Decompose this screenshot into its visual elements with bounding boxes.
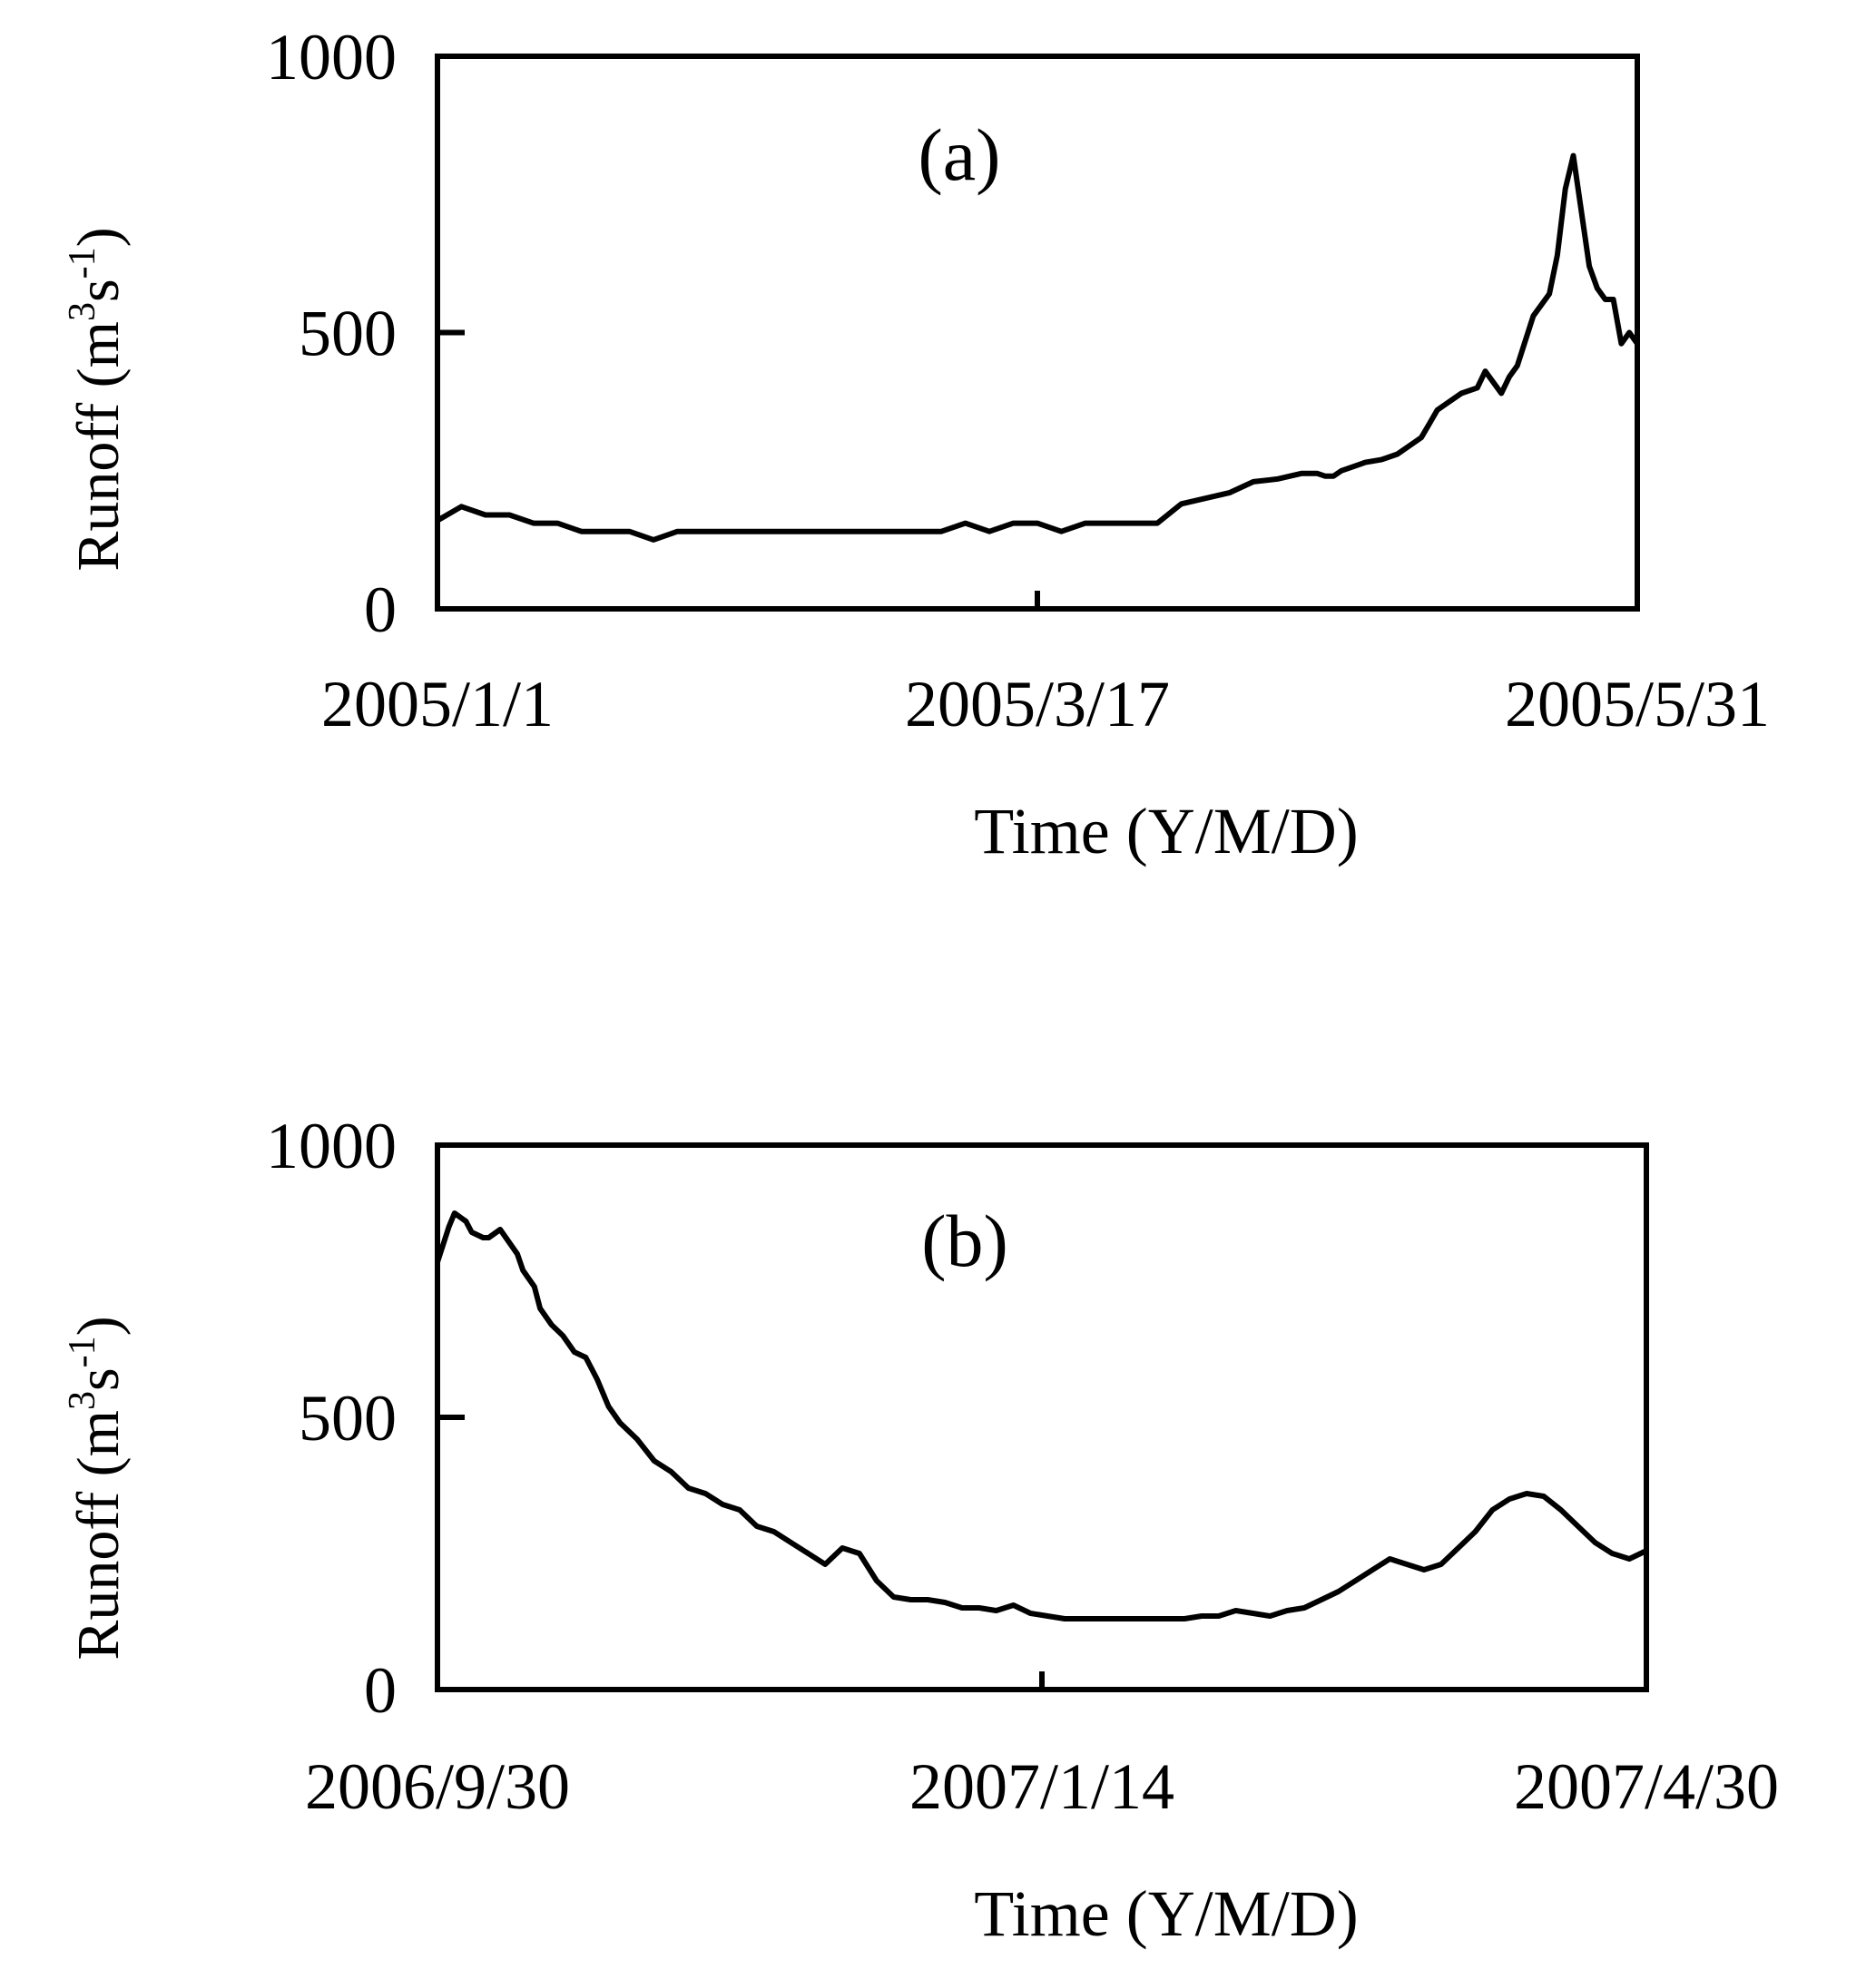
y-axis-label-b-sup2: -1 [62,1336,103,1367]
x-ticks-a: 2005/1/1 2005/3/17 2005/5/31 [321,591,1770,740]
x-tick-label-b-1: 2007/1/14 [909,1750,1174,1823]
y-ticks-b: 0 500 1000 [266,1110,465,1727]
y-tick-label-b-0: 0 [364,1654,397,1727]
y-axis-label-b-end: ) [65,1316,132,1336]
y-axis-label-a-sup1: 3 [62,302,103,321]
y-tick-label-a-1: 500 [299,298,397,370]
y-axis-label-b: Runoff (m3s-1) [62,1316,132,1660]
panel-label-a: (a) [918,113,1000,196]
y-tick-label-b-1: 500 [299,1382,397,1455]
x-tick-label-b-0: 2006/9/30 [305,1750,570,1823]
runoff-line-b [435,1210,1649,1621]
x-axis-label-b: Time (Y/M/D) [974,1877,1358,1950]
y-axis-label-a-mid: s [65,279,132,302]
x-tick-label-b-2: 2007/4/30 [1514,1750,1779,1823]
panel-label-b: (b) [921,1200,1008,1282]
x-tick-label-a-2: 2005/5/31 [1505,668,1770,740]
x-ticks-b: 2006/9/30 2007/1/14 2007/4/30 [305,1671,1779,1823]
y-tick-label-b-2: 1000 [266,1110,397,1182]
y-axis-label-a: Runoff (m3s-1) [62,227,132,571]
y-ticks-a: 0 500 1000 [266,21,465,646]
y-axis-label-a-end: ) [65,227,132,247]
y-axis-label-a-base: Runoff (m [65,321,132,572]
chart-panel-b: 0 500 1000 2006/9/30 2007/1/14 2007/4/30 (b)… [62,1110,1779,1950]
y-axis-label-a-sup2: -1 [62,247,103,279]
y-axis-label-b-base: Runoff (m [65,1410,132,1661]
runoff-line-a [435,152,1640,543]
x-axis-label-a: Time (Y/M/D) [974,795,1358,867]
y-tick-label-a-2: 1000 [266,21,397,93]
y-tick-label-a-0: 0 [364,573,397,646]
y-axis-label-b-sup1: 3 [62,1391,103,1410]
x-tick-label-a-1: 2005/3/17 [905,668,1170,740]
y-axis-label-b-mid: s [65,1367,132,1391]
x-tick-label-a-0: 2005/1/1 [321,668,554,740]
